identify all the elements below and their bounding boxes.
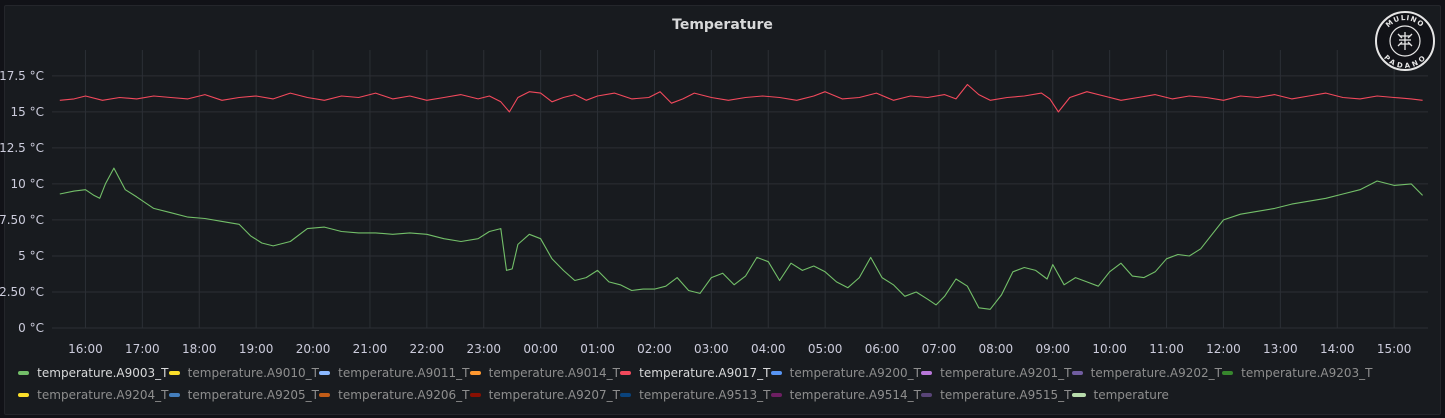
series-line-temperature-a9003-t bbox=[59, 167, 1423, 310]
legend-item[interactable]: temperature.A9203_T bbox=[1222, 366, 1373, 380]
legend-label: temperature bbox=[1093, 388, 1169, 402]
legend-label: temperature.A9200_T bbox=[789, 366, 921, 380]
x-tick-label: 14:00 bbox=[1320, 342, 1355, 356]
legend-item[interactable]: temperature.A9204_T bbox=[18, 388, 169, 402]
y-tick-label: 0 °C bbox=[18, 321, 44, 335]
legend-swatch bbox=[469, 371, 481, 375]
legend-item[interactable]: temperature.A9017_T bbox=[620, 366, 771, 380]
x-tick-label: 10:00 bbox=[1092, 342, 1127, 356]
x-tick-label: 18:00 bbox=[182, 342, 217, 356]
legend-swatch bbox=[620, 371, 632, 375]
x-tick-label: 05:00 bbox=[808, 342, 843, 356]
legend-item[interactable]: temperature.A9014_T bbox=[469, 366, 620, 380]
legend-item[interactable]: temperature.A9514_T bbox=[770, 388, 921, 402]
legend-item[interactable]: temperature.A9513_T bbox=[620, 388, 771, 402]
x-tick-label: 11:00 bbox=[1149, 342, 1184, 356]
legend-item[interactable]: temperature.A9010_T bbox=[168, 366, 319, 380]
x-tick-label: 15:00 bbox=[1377, 342, 1412, 356]
legend-item[interactable]: temperature.A9205_T bbox=[168, 388, 319, 402]
legend-item[interactable]: temperature.A9003_T bbox=[18, 366, 169, 380]
legend-swatch bbox=[921, 371, 933, 375]
legend-label: temperature.A9014_T bbox=[488, 366, 620, 380]
legend-label: temperature.A9017_T bbox=[639, 366, 771, 380]
legend-swatch bbox=[620, 393, 632, 397]
y-tick-label: 2.50 °C bbox=[0, 285, 44, 299]
y-tick-label: 7.50 °C bbox=[0, 213, 44, 227]
y-tick-label: 5 °C bbox=[18, 249, 44, 263]
legend-swatch bbox=[168, 393, 180, 397]
legend-label: temperature.A9206_T bbox=[338, 388, 470, 402]
x-tick-label: 23:00 bbox=[466, 342, 501, 356]
legend-swatch bbox=[168, 371, 180, 375]
legend-item[interactable]: temperature.A9207_T bbox=[469, 388, 620, 402]
legend-label: temperature.A9514_T bbox=[789, 388, 921, 402]
legend-swatch bbox=[1071, 393, 1086, 397]
legend-item[interactable]: temperature.A9200_T bbox=[770, 366, 921, 380]
legend-label: temperature.A9010_T bbox=[187, 366, 319, 380]
x-tick-label: 07:00 bbox=[922, 342, 957, 356]
temperature-panel: Temperature bbox=[4, 5, 1441, 415]
legend-row: temperature.A9204_T temperature.A9205_T te… bbox=[18, 384, 1428, 406]
legend-label: temperature.A9011_T bbox=[338, 366, 470, 380]
x-tick-label: 01:00 bbox=[580, 342, 615, 356]
series-line-temperature-a9017-t bbox=[59, 83, 1423, 113]
x-tick-label: 08:00 bbox=[979, 342, 1014, 356]
legend-swatch bbox=[469, 393, 481, 397]
x-tick-label: 04:00 bbox=[751, 342, 786, 356]
legend-swatch bbox=[770, 393, 782, 397]
x-tick-label: 09:00 bbox=[1035, 342, 1070, 356]
legend-swatch bbox=[319, 371, 331, 375]
x-tick-label: 03:00 bbox=[694, 342, 729, 356]
x-tick-label: 12:00 bbox=[1206, 342, 1241, 356]
x-tick-label: 00:00 bbox=[523, 342, 558, 356]
legend-label: temperature.A9207_T bbox=[488, 388, 620, 402]
legend-label: temperature.A9513_T bbox=[639, 388, 771, 402]
legend: temperature.A9003_T temperature.A9010_T te… bbox=[18, 362, 1428, 406]
x-tick-label: 20:00 bbox=[296, 342, 331, 356]
legend-item[interactable]: temperature.A9011_T bbox=[319, 366, 470, 380]
legend-swatch bbox=[18, 393, 30, 397]
legend-swatch bbox=[921, 393, 933, 397]
legend-label: temperature.A9204_T bbox=[37, 388, 169, 402]
legend-item[interactable]: temperature bbox=[1071, 388, 1223, 402]
legend-label: temperature.A9205_T bbox=[187, 388, 319, 402]
x-tick-label: 06:00 bbox=[865, 342, 900, 356]
legend-label: temperature.A9515_T bbox=[940, 388, 1072, 402]
legend-item[interactable]: temperature.A9202_T bbox=[1071, 366, 1222, 380]
y-tick-label: 10 °C bbox=[11, 177, 44, 191]
legend-label: temperature.A9203_T bbox=[1241, 366, 1373, 380]
x-tick-label: 17:00 bbox=[125, 342, 160, 356]
legend-row: temperature.A9003_T temperature.A9010_T te… bbox=[18, 362, 1428, 384]
legend-swatch bbox=[1071, 371, 1083, 375]
legend-swatch bbox=[319, 393, 331, 397]
x-tick-label: 19:00 bbox=[239, 342, 274, 356]
legend-swatch bbox=[18, 371, 30, 375]
y-tick-label: 17.5 °C bbox=[0, 69, 44, 83]
panel-title[interactable]: Temperature bbox=[672, 17, 773, 33]
x-tick-label: 13:00 bbox=[1263, 342, 1298, 356]
legend-label: temperature.A9202_T bbox=[1090, 366, 1222, 380]
legend-item[interactable]: temperature.A9206_T bbox=[319, 388, 470, 402]
legend-label: temperature.A9201_T bbox=[940, 366, 1072, 380]
x-tick-label: 02:00 bbox=[637, 342, 672, 356]
legend-label: temperature.A9003_T bbox=[37, 366, 169, 380]
legend-item[interactable]: temperature.A9515_T bbox=[921, 388, 1072, 402]
x-tick-label: 21:00 bbox=[353, 342, 388, 356]
legend-swatch bbox=[1222, 371, 1234, 375]
mulino-padano-logo: MULINO PADANO bbox=[1374, 10, 1436, 72]
x-tick-label: 16:00 bbox=[68, 342, 103, 356]
x-tick-label: 22:00 bbox=[410, 342, 445, 356]
legend-swatch bbox=[770, 371, 782, 375]
y-tick-label: 15 °C bbox=[11, 105, 44, 119]
legend-item[interactable]: temperature.A9201_T bbox=[921, 366, 1072, 380]
y-tick-label: 12.5 °C bbox=[0, 141, 44, 155]
